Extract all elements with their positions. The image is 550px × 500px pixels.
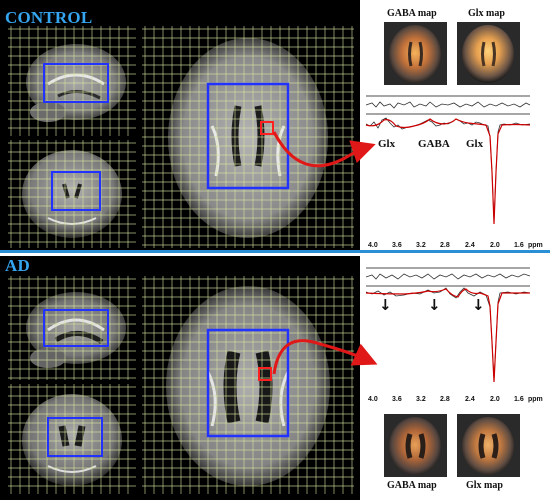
glx-peak-label-left: Glx <box>378 138 396 150</box>
axial-brain-image <box>142 26 354 248</box>
sagittal-brain-image <box>8 26 136 136</box>
section-divider <box>0 250 550 253</box>
control-glx-map-title: Glx map <box>468 8 505 19</box>
control-sagittal-slice <box>8 26 136 136</box>
control-coronal-slice <box>8 140 136 248</box>
voi-box <box>43 63 109 103</box>
voxel-marker <box>260 121 274 135</box>
fit-spectrum-trace <box>365 288 530 383</box>
down-arrow-icon: ↓ <box>428 296 441 314</box>
voxel-marker <box>258 367 272 381</box>
sagittal-brain-image <box>8 276 136 380</box>
axial-brain-image <box>142 276 354 494</box>
ad-spectrum <box>365 267 531 383</box>
voi-box <box>43 309 109 347</box>
raw-spectrum-trace <box>365 287 531 381</box>
ad-glx-map-title: Glx map <box>466 480 503 491</box>
control-label: CONTROL <box>5 8 93 27</box>
ad-glx-map <box>457 414 520 477</box>
fit-spectrum-trace <box>365 118 531 225</box>
residual-trace <box>365 101 531 109</box>
control-gaba-map <box>384 22 447 85</box>
ad-axial-slice <box>142 276 354 494</box>
coronal-brain-image <box>8 140 136 248</box>
control-spectrum <box>365 95 531 225</box>
ad-label: AD <box>5 256 30 275</box>
ad-sagittal-slice <box>8 276 136 380</box>
raw-spectrum-trace <box>365 117 531 223</box>
down-arrow-icon: ↓ <box>379 296 392 314</box>
gaba-peak-label: GABA <box>418 138 450 150</box>
control-glx-map <box>457 22 520 85</box>
down-arrow-icon: ↓ <box>472 296 485 314</box>
ad-gaba-map-title: GABA map <box>387 480 437 491</box>
glx-peak-label-right: Glx <box>466 138 484 150</box>
coronal-brain-image <box>8 384 136 494</box>
residual-trace <box>365 273 531 280</box>
voi-box <box>206 328 290 438</box>
ad-gaba-map <box>384 414 447 477</box>
control-axial-slice <box>142 26 354 248</box>
control-gaba-map-title: GABA map <box>387 8 437 19</box>
voi-box <box>51 171 101 211</box>
ad-coronal-slice <box>8 384 136 494</box>
voi-box <box>47 417 103 457</box>
